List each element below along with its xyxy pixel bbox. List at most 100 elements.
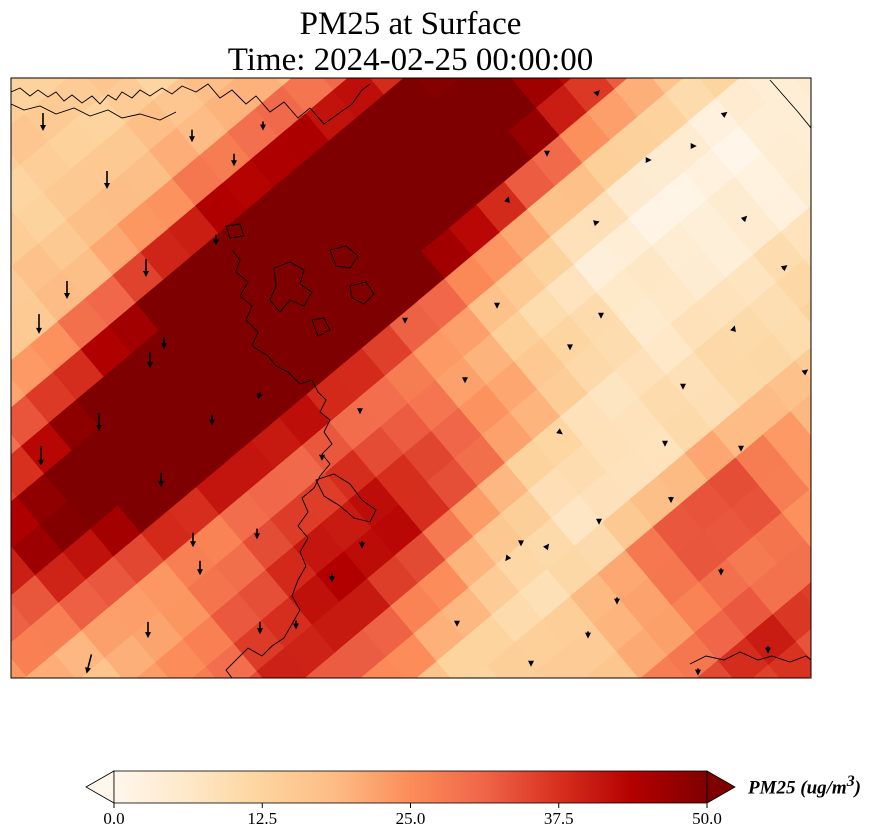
colorbar-extend-max xyxy=(706,770,736,804)
wind-arrow xyxy=(147,351,153,369)
wind-arrow xyxy=(596,518,602,525)
wind-arrow xyxy=(402,317,408,324)
wind-arrow xyxy=(145,621,151,639)
colorbar-tick-label: 50.0 xyxy=(692,809,722,828)
concentration-cell xyxy=(777,539,811,592)
concentration-cell xyxy=(780,207,811,261)
wind-arrow xyxy=(680,383,686,390)
wind-arrow xyxy=(720,111,728,118)
wind-arrow xyxy=(556,428,563,435)
concentration-cell xyxy=(789,106,811,159)
wind-arrow xyxy=(36,314,42,334)
wind-arrow xyxy=(256,392,263,400)
wind-arrow xyxy=(462,377,468,384)
wind-arrow xyxy=(528,660,534,667)
wind-arrow xyxy=(518,540,524,547)
wind-arrow xyxy=(695,668,701,676)
wind-arrow xyxy=(38,446,44,466)
colorbar-extend-min xyxy=(85,770,115,804)
concentration-cell xyxy=(776,258,811,311)
wind-arrow xyxy=(197,560,203,576)
concentration-cell xyxy=(771,308,811,362)
wind-arrow xyxy=(359,541,365,549)
wind-arrow xyxy=(730,325,736,332)
wind-arrow xyxy=(718,568,724,576)
wind-arrow xyxy=(543,543,550,551)
wind-arrow xyxy=(231,153,237,167)
wind-arrow xyxy=(329,573,335,583)
wind-arrow xyxy=(190,532,196,548)
concentration-cell xyxy=(795,617,811,671)
wind-arrow xyxy=(690,143,697,149)
wind-arrow xyxy=(104,171,110,189)
wind-arrow xyxy=(801,369,809,376)
wind-arrow xyxy=(96,413,102,431)
wind-arrow xyxy=(738,445,744,452)
island-c xyxy=(349,281,375,305)
wind-arrow xyxy=(668,496,674,504)
wind-arrow xyxy=(765,646,771,654)
wind-arrow xyxy=(143,259,149,277)
wind-arrow xyxy=(85,654,93,674)
wind-arrow xyxy=(598,312,604,319)
pm25-map xyxy=(10,77,812,679)
concentration-cell xyxy=(790,387,811,440)
wind-arrow xyxy=(567,344,573,351)
wind-arrow xyxy=(209,414,215,426)
island-f xyxy=(315,473,377,523)
colorbar-tick-label: 12.5 xyxy=(247,809,278,828)
wind-vectors xyxy=(36,90,809,676)
colorbar-label: PM25 (ug/m3) xyxy=(748,773,861,799)
wind-arrow xyxy=(544,150,550,157)
wind-arrow xyxy=(357,408,363,415)
island-b xyxy=(329,245,359,269)
wind-arrow xyxy=(614,597,620,605)
wind-arrow xyxy=(254,528,260,540)
wind-arrow xyxy=(585,631,591,639)
wind-arrow xyxy=(213,234,219,246)
wind-arrow xyxy=(454,620,460,627)
wind-arrow xyxy=(260,121,266,131)
concentration-field xyxy=(11,78,811,678)
wind-arrow xyxy=(64,281,70,299)
wind-arrow xyxy=(40,113,46,131)
island-g xyxy=(689,651,811,665)
coastline-north xyxy=(11,83,371,125)
wind-arrow xyxy=(593,220,600,227)
map-title: PM25 at Surface xyxy=(299,6,522,42)
concentration-cell xyxy=(794,336,811,390)
wind-arrow xyxy=(319,454,325,461)
wind-arrow xyxy=(780,265,788,272)
wind-arrow xyxy=(161,336,167,350)
wind-arrow xyxy=(293,620,299,630)
wind-arrow xyxy=(645,157,652,163)
concentration-cell xyxy=(785,156,811,210)
colorbar-tick-label: 37.5 xyxy=(543,809,574,828)
concentration-cell xyxy=(772,590,811,643)
wind-arrow xyxy=(593,90,600,97)
wind-arrow xyxy=(505,554,512,562)
coastline-main xyxy=(225,249,333,678)
island-d xyxy=(311,317,331,337)
concentration-cell xyxy=(786,437,811,491)
island-e xyxy=(225,223,245,239)
wind-arrow xyxy=(189,129,195,143)
concentration-cell xyxy=(793,78,811,108)
wind-arrow xyxy=(158,472,164,488)
wind-arrow xyxy=(740,215,748,223)
colorbar-tick-label: 25.0 xyxy=(395,809,426,828)
coastlines xyxy=(11,79,811,678)
map-time: Time: 2024-02-25 00:00:00 xyxy=(227,42,594,78)
wind-arrow xyxy=(494,302,500,309)
wind-arrow xyxy=(257,621,263,635)
colorbar-gradient xyxy=(113,770,708,804)
map-frame xyxy=(10,77,812,679)
wind-arrow xyxy=(504,196,510,203)
coastline-ne xyxy=(769,79,811,129)
wind-arrow xyxy=(662,440,668,447)
coastline-west-inlet xyxy=(11,103,177,121)
concentration-cell xyxy=(781,488,811,542)
colorbar-tick-label: 0.0 xyxy=(103,809,125,828)
island-a xyxy=(269,261,313,313)
